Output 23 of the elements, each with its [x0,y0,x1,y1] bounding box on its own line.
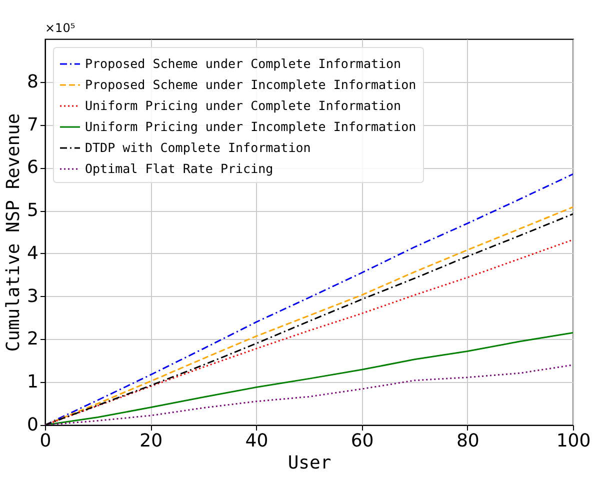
legend-label: DTDP with Complete Information [85,140,311,155]
text: ×10⁵ [45,21,76,35]
legend-label: Optimal Flat Rate Pricing [85,161,274,176]
y-tick-label: 8 [27,71,38,92]
y-tick-label: 5 [27,200,38,222]
x-axis-title: User [288,452,332,474]
y-tick-label: 2 [27,328,38,350]
legend-label: Uniform Pricing under Incomplete Information [85,119,416,134]
legend-label: Proposed Scheme under Complete Information [85,56,402,71]
y-tick-label: 3 [27,286,38,307]
y-tick-label: 7 [27,114,38,136]
y-tick-label: 1 [27,372,38,393]
x-tick-label: 100 [556,430,591,452]
y-axis-title: Cumulative NSP Revenue [3,113,24,352]
x-tick-label: 60 [350,430,374,452]
legend-label: Uniform Pricing under Complete Information [85,98,402,113]
x-tick-label: 40 [245,430,268,452]
legend-label: Proposed Scheme under Incomplete Information [85,77,416,92]
y-tick-label: 4 [27,242,38,264]
y-tick-label: 6 [27,157,38,178]
y-tick-label: 0 [27,414,38,436]
x-tick-label: 80 [456,430,480,452]
x-tick-label: 20 [140,430,163,452]
